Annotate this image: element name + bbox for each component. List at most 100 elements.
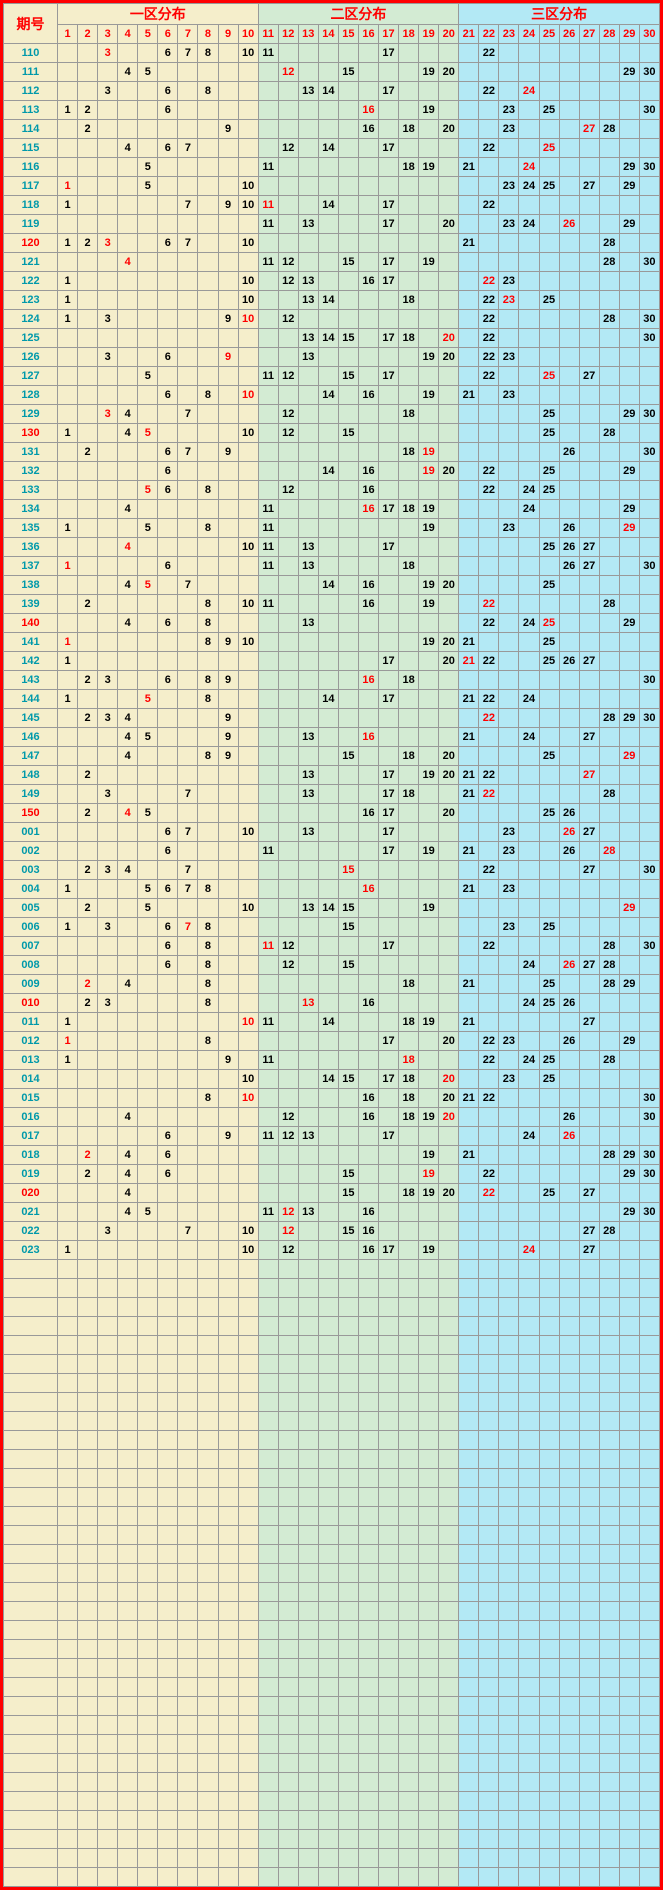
num-cell — [419, 1564, 439, 1583]
num-cell — [98, 937, 118, 956]
num-cell — [439, 538, 459, 557]
num-cell — [358, 1868, 378, 1887]
num-cell — [118, 1678, 138, 1697]
num-cell — [138, 766, 158, 785]
num-cell — [118, 1260, 138, 1279]
num-cell — [178, 1602, 198, 1621]
num-cell — [258, 633, 278, 652]
num-cell — [198, 1583, 218, 1602]
num-cell: 29 — [619, 177, 639, 196]
num-cell: 3 — [98, 44, 118, 63]
num-cell — [138, 1488, 158, 1507]
num-cell — [519, 709, 539, 728]
num-cell — [579, 614, 599, 633]
num-cell — [479, 1792, 499, 1811]
num-cell — [419, 1412, 439, 1431]
col-header-29: 29 — [619, 25, 639, 44]
num-cell — [619, 1678, 639, 1697]
num-cell: 22 — [479, 1184, 499, 1203]
period-cell: 116 — [4, 158, 58, 177]
num-cell: 26 — [559, 994, 579, 1013]
num-cell — [298, 1773, 318, 1792]
num-cell — [158, 1089, 178, 1108]
num-cell — [58, 1507, 78, 1526]
num-cell — [479, 1602, 499, 1621]
num-cell — [298, 1279, 318, 1298]
num-cell — [459, 424, 479, 443]
num-cell — [358, 253, 378, 272]
period-cell: 122 — [4, 272, 58, 291]
data-row: 002611171921232628 — [4, 842, 660, 861]
num-cell — [178, 975, 198, 994]
num-cell — [198, 1013, 218, 1032]
num-cell: 1 — [58, 633, 78, 652]
num-cell — [459, 861, 479, 880]
num-cell — [58, 158, 78, 177]
num-cell — [439, 690, 459, 709]
num-cell: 24 — [519, 728, 539, 747]
num-cell — [539, 1868, 559, 1887]
num-cell — [519, 1678, 539, 1697]
num-cell — [358, 1849, 378, 1868]
num-cell — [579, 1716, 599, 1735]
num-cell — [379, 1507, 399, 1526]
num-cell — [338, 272, 358, 291]
num-cell — [238, 348, 258, 367]
num-cell: 16 — [358, 994, 378, 1013]
num-cell — [218, 291, 238, 310]
num-cell — [238, 747, 258, 766]
num-cell: 8 — [198, 994, 218, 1013]
num-cell — [399, 1374, 419, 1393]
num-cell — [399, 899, 419, 918]
num-cell — [599, 1640, 619, 1659]
num-cell — [258, 1678, 278, 1697]
num-cell: 28 — [599, 785, 619, 804]
num-cell — [479, 1469, 499, 1488]
num-cell — [278, 1754, 298, 1773]
num-cell — [499, 1545, 519, 1564]
num-cell: 22 — [479, 614, 499, 633]
num-cell — [218, 880, 238, 899]
num-cell — [439, 1659, 459, 1678]
num-cell — [579, 44, 599, 63]
num-cell — [579, 1830, 599, 1849]
num-cell — [78, 1583, 98, 1602]
num-cell: 22 — [479, 652, 499, 671]
num-cell — [559, 462, 579, 481]
data-row: 02145111213162930 — [4, 1203, 660, 1222]
num-cell — [559, 1222, 579, 1241]
num-cell — [379, 1602, 399, 1621]
num-cell — [218, 63, 238, 82]
num-cell — [198, 367, 218, 386]
num-cell — [499, 1184, 519, 1203]
num-cell: 13 — [298, 1127, 318, 1146]
num-cell — [619, 1716, 639, 1735]
num-cell — [499, 1051, 519, 1070]
num-cell — [278, 633, 298, 652]
num-cell — [138, 1317, 158, 1336]
num-cell — [539, 1260, 559, 1279]
num-cell — [539, 1317, 559, 1336]
num-cell — [439, 196, 459, 215]
num-cell — [619, 956, 639, 975]
data-row: 1191113172023242629 — [4, 215, 660, 234]
num-cell — [419, 82, 439, 101]
num-cell — [238, 1374, 258, 1393]
num-cell — [599, 861, 619, 880]
period-cell — [4, 1735, 58, 1754]
num-cell — [439, 1735, 459, 1754]
num-cell — [559, 139, 579, 158]
num-cell — [178, 1184, 198, 1203]
num-cell — [358, 1336, 378, 1355]
num-cell — [399, 1032, 419, 1051]
num-cell — [419, 1773, 439, 1792]
num-cell — [419, 709, 439, 728]
num-cell — [539, 1830, 559, 1849]
num-cell — [439, 595, 459, 614]
num-cell — [198, 1545, 218, 1564]
num-cell — [278, 728, 298, 747]
num-cell — [379, 975, 399, 994]
num-cell — [98, 1070, 118, 1089]
num-cell: 9 — [218, 671, 238, 690]
num-cell — [519, 329, 539, 348]
